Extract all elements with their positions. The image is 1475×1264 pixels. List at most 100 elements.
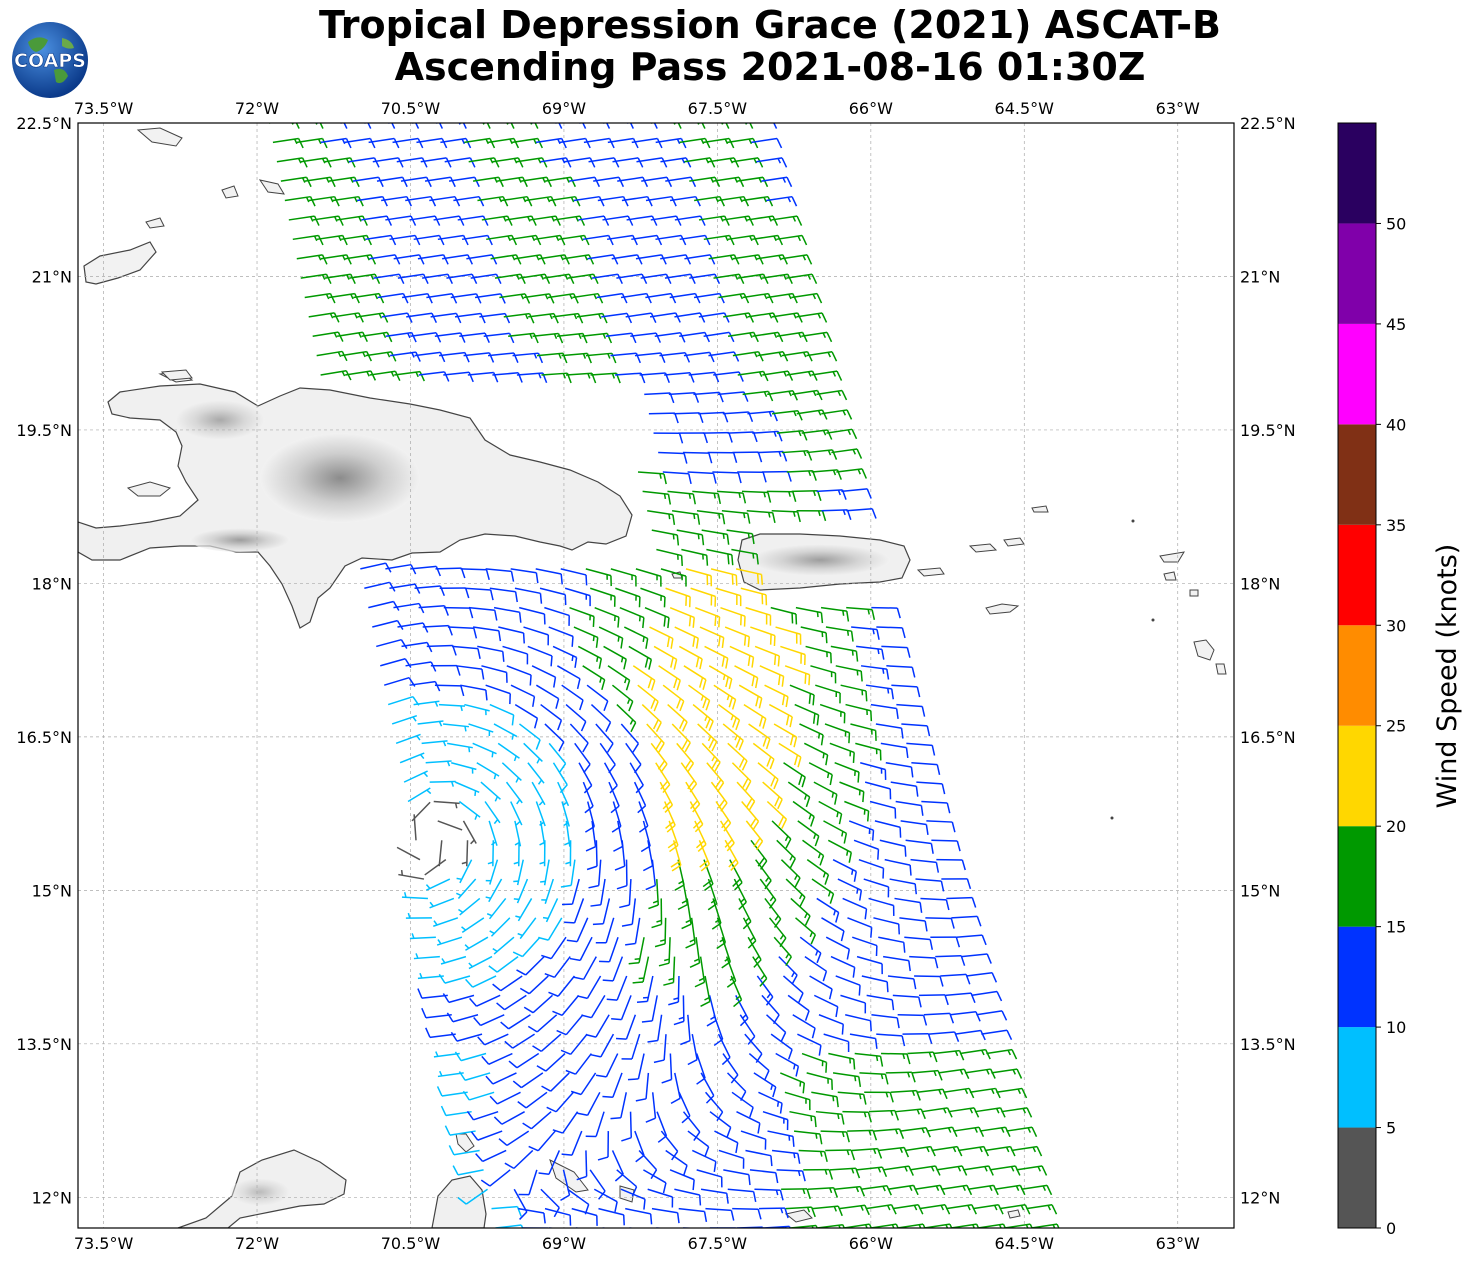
barb-staff (477, 1130, 503, 1141)
wind-barb (494, 273, 526, 284)
barb-staff (472, 742, 497, 755)
wind-barb (640, 820, 651, 853)
wind-barb (332, 195, 364, 207)
barb-full-feather (714, 176, 721, 188)
barb-half-feather (967, 1205, 971, 1211)
barb-staff (792, 800, 815, 818)
barb-full-feather (895, 1223, 899, 1228)
wind-barb (671, 509, 701, 525)
wind-barb (438, 351, 470, 363)
wind-barb (320, 137, 352, 149)
barb-staff (463, 352, 490, 357)
wind-barb (835, 665, 863, 682)
barb-staff (878, 1146, 905, 1152)
barb-full-feather (770, 1155, 773, 1167)
barb-half-feather (693, 958, 700, 962)
wind-barb (812, 1205, 843, 1217)
wind-barb (623, 626, 649, 649)
barb-staff (659, 781, 674, 806)
wind-barb (641, 995, 658, 1023)
wind-barb (625, 742, 642, 774)
wind-barb (941, 878, 972, 890)
wind-barb (581, 994, 606, 1019)
barb-full-feather (573, 976, 584, 981)
barb-full-feather (683, 453, 688, 464)
barb-full-feather (816, 293, 823, 304)
barb-staff (492, 1072, 517, 1085)
wind-barb (316, 123, 348, 129)
wind-barb (924, 1223, 953, 1228)
barb-full-feather (655, 332, 662, 343)
barb-half-feather (629, 719, 634, 725)
barb-full-feather (431, 312, 438, 324)
barb-staff (844, 800, 869, 812)
wind-barb (665, 1149, 688, 1176)
barb-staff (296, 254, 323, 260)
barb-full-feather (920, 805, 924, 816)
barb-full-feather (716, 942, 726, 950)
wind-barb (504, 1149, 534, 1170)
barb-full-feather (798, 774, 803, 786)
barb-full-feather (695, 840, 705, 849)
wind-barb (647, 509, 676, 526)
barb-full-feather (559, 763, 567, 773)
barb-staff (638, 1149, 658, 1171)
barb-full-feather (533, 333, 539, 344)
barb-half-feather (872, 628, 875, 635)
wind-barb (721, 509, 751, 524)
barb-staff (719, 820, 735, 844)
barb-full-feather (538, 936, 549, 941)
barb-staff (562, 1111, 579, 1134)
barb-full-feather (410, 564, 417, 575)
barb-half-feather (446, 760, 451, 767)
barb-staff (961, 953, 988, 958)
wind-barb (680, 1014, 691, 1046)
barb-half-feather (753, 352, 758, 358)
wind-barb (703, 331, 735, 343)
barb-full-feather (415, 351, 421, 362)
barb-staff (842, 1110, 869, 1114)
barb-full-feather (353, 176, 360, 188)
barb-staff (786, 273, 813, 279)
wind-barb (768, 703, 793, 728)
wind-barb (538, 917, 563, 941)
barb-full-feather (834, 794, 838, 805)
wind-barb (926, 1126, 958, 1137)
barb-half-feather (366, 255, 370, 261)
wind-barb (631, 137, 663, 149)
barb-staff (425, 1014, 452, 1019)
barb-full-feather (325, 157, 332, 168)
wind-barb (740, 1130, 767, 1150)
barb-full-feather (908, 960, 911, 972)
wind-barb (976, 1010, 1008, 1021)
barb-full-feather (717, 782, 725, 792)
wind-barb (716, 917, 727, 950)
barb-staff (409, 936, 436, 940)
barb-half-feather (470, 839, 475, 845)
barb-full-feather (694, 823, 704, 833)
barb-half-feather (945, 1224, 949, 1228)
wind-barb (438, 840, 443, 867)
barb-half-feather (705, 158, 710, 164)
wind-barb (755, 859, 772, 890)
barb-full-feather (406, 196, 413, 207)
barb-staff (646, 975, 654, 1002)
barb-full-feather (722, 513, 726, 525)
barb-full-feather (350, 273, 356, 284)
barb-full-feather (625, 942, 636, 946)
barb-half-feather (783, 274, 787, 280)
barb-full-feather (772, 215, 779, 226)
barb-staff (625, 1014, 637, 1040)
map-title: Tropical Depression Grace (2021) ASCAT-B… (170, 4, 1370, 88)
wind-barb (468, 606, 498, 621)
barb-staff (390, 351, 416, 357)
barb-half-feather (513, 158, 518, 164)
barb-full-feather (444, 1125, 451, 1136)
barb-half-feather (718, 513, 721, 519)
barb-full-feather (564, 254, 570, 265)
colorbar-tick-label: 0 (1386, 1219, 1396, 1238)
barb-full-feather (762, 273, 769, 284)
wind-barb (587, 254, 619, 265)
wind-barb (344, 137, 376, 149)
barb-full-feather (709, 254, 716, 265)
